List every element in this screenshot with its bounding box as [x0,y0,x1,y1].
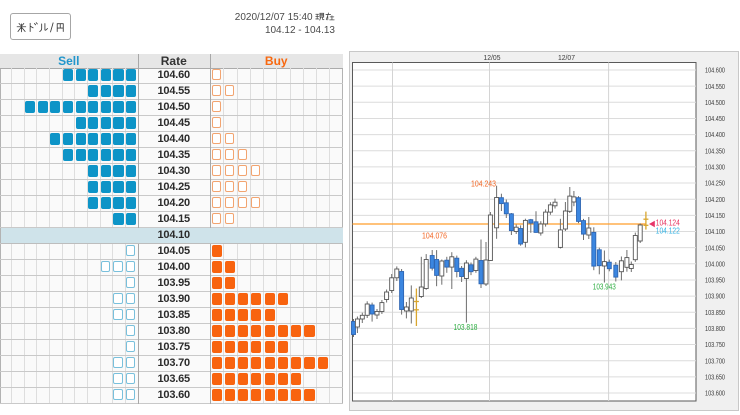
svg-text:104.350: 104.350 [705,146,725,155]
svg-text:103.850: 103.850 [705,308,725,317]
svg-text:104.100: 104.100 [705,227,725,236]
svg-text:104.124: 104.124 [656,218,680,228]
svg-text:104.050: 104.050 [705,243,725,252]
svg-text:103.750: 103.750 [705,340,725,349]
svg-text:103.943: 103.943 [593,282,616,292]
svg-text:103.600: 103.600 [705,389,725,398]
svg-text:104.122: 104.122 [656,226,680,236]
svg-text:104.076: 104.076 [422,231,447,241]
svg-text:104.250: 104.250 [705,179,725,188]
svg-text:104.200: 104.200 [705,195,725,204]
svg-text:104.150: 104.150 [705,211,725,220]
svg-text:104.450: 104.450 [705,114,725,123]
svg-text:12/05: 12/05 [484,53,501,62]
svg-text:104.600: 104.600 [705,66,725,75]
svg-text:103.950: 103.950 [705,276,725,285]
svg-text:104.300: 104.300 [705,163,725,172]
svg-text:104.000: 104.000 [705,259,725,268]
svg-text:103.700: 103.700 [705,356,725,365]
svg-text:103.818: 103.818 [454,322,478,332]
svg-text:104.400: 104.400 [705,130,725,139]
svg-text:104.550: 104.550 [705,82,725,91]
svg-text:103.800: 103.800 [705,324,725,333]
svg-text:12/07: 12/07 [558,53,575,62]
svg-text:104.500: 104.500 [705,98,725,107]
svg-text:104.243: 104.243 [471,179,496,189]
svg-text:103.900: 103.900 [705,292,725,301]
svg-text:103.650: 103.650 [705,372,725,381]
